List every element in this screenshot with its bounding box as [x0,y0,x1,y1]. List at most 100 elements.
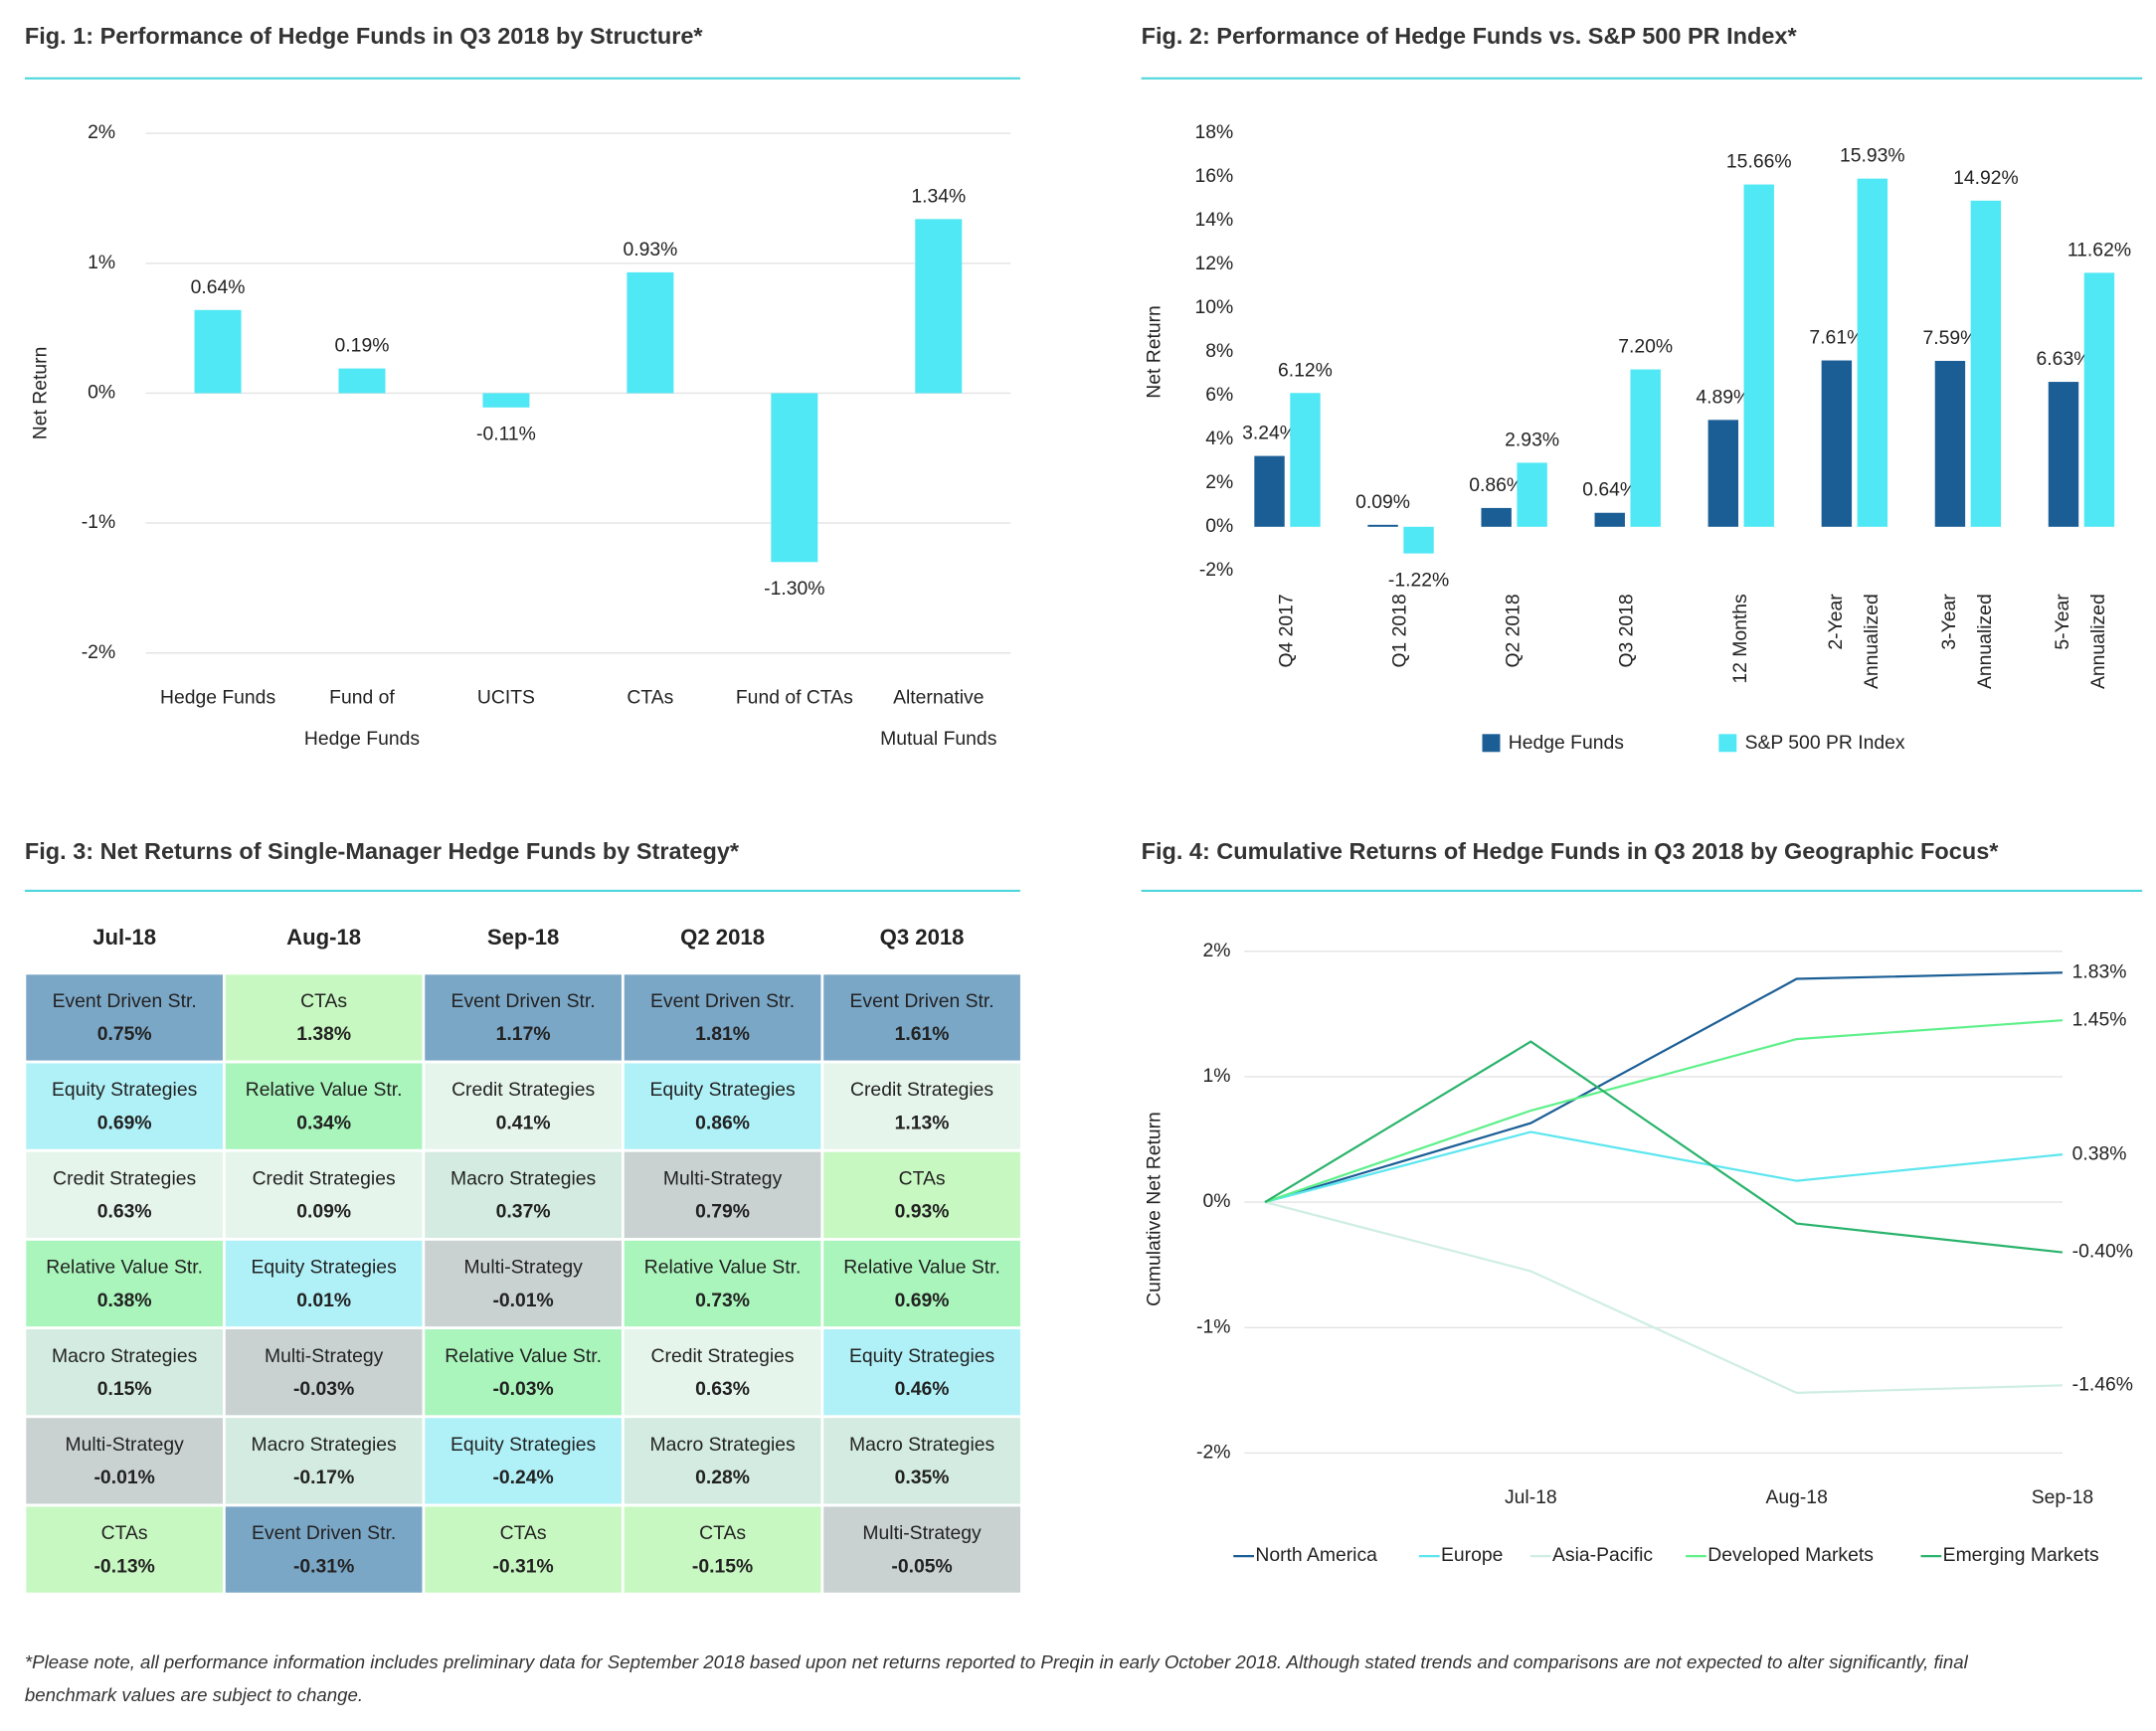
column-header: Q3 2018 [880,925,965,950]
cell-value: 0.69% [895,1290,950,1311]
table-cell [621,1503,824,1596]
cell-strategy: Macro Strategies [52,1345,197,1367]
cell-value: 0.93% [895,1201,950,1223]
table-cell [223,1238,426,1329]
table-cell [223,971,426,1064]
bar [1290,393,1321,527]
y-tick-label: 10% [1195,296,1234,318]
cell-strategy: Event Driven Str. [451,990,596,1012]
cell-value: -0.03% [293,1378,354,1400]
legend-label: S&P 500 PR Index [1745,732,1905,754]
legend-label: Hedge Funds [1509,732,1624,754]
bar [627,271,674,394]
value-label: 0.64% [1582,479,1637,501]
cell-strategy: Equity Strategies [450,1434,596,1456]
value-label: 1.45% [2072,1008,2127,1030]
cell-strategy: Relative Value Str. [445,1345,602,1367]
value-label: 0.93% [623,239,677,260]
value-label: 6.63% [2037,348,2091,370]
table-cell [621,971,824,1064]
cell-strategy: CTAs [699,1522,746,1544]
table-cell [621,1326,824,1419]
footnote: *Please note, all performance informatio… [25,1651,1969,1672]
value-label: 1.83% [2072,960,2127,982]
table-cell [820,1503,1023,1596]
value-label: 0.19% [335,335,390,357]
cell-strategy: Credit Strategies [253,1167,396,1189]
table-cell [621,1060,824,1152]
x-tick-label: 5-Year Annualized [2052,594,2109,689]
table-cell [223,1326,426,1419]
value-label: 7.61% [1809,327,1864,349]
y-axis-label: Cumulative Net Return [1144,1112,1166,1306]
y-tick-label: 2% [1203,940,1231,961]
table-cell [621,1238,824,1329]
legend-label: Emerging Markets [1943,1544,2099,1566]
cell-value: 0.34% [296,1112,351,1133]
y-tick-label: -2% [1196,1442,1230,1464]
y-tick-label: -2% [1199,559,1233,581]
bar [1857,178,1888,527]
line [1264,1130,2064,1204]
cell-value: 0.46% [895,1378,950,1400]
bar [2048,382,2079,527]
cell-value: -0.01% [94,1467,155,1488]
legend-label: Europe [1441,1544,1503,1566]
bar [1934,360,1966,527]
cell-value: 1.13% [895,1112,950,1133]
bar [194,309,242,394]
x-tick-label: Hedge Funds [160,686,275,708]
cell-value: 1.61% [895,1023,950,1045]
x-tick-label: Q2 2018 [1503,594,1525,667]
bar [1517,462,1547,527]
y-tick-label: 8% [1205,340,1233,362]
x-tick-label: Sep-18 [2032,1486,2093,1508]
table-cell [23,1238,226,1329]
table-cell [23,971,226,1064]
x-tick-label: 12 Months [1729,594,1751,683]
value-label: -1.30% [764,578,824,600]
value-label: 0.09% [1355,491,1410,513]
table-cell [621,1148,824,1241]
x-tick-label: CTAs [627,686,673,708]
cell-strategy: Event Driven Str. [53,990,197,1012]
value-label: 4.89% [1696,386,1750,408]
value-label: -0.11% [476,424,536,445]
value-label: 15.93% [1840,145,1905,167]
cell-strategy: Relative Value Str. [644,1257,802,1279]
cell-value: -0.31% [492,1555,553,1577]
cell-value: -0.13% [94,1555,155,1577]
cell-value: 0.35% [895,1467,950,1488]
cell-strategy: Relative Value Str. [246,1079,403,1101]
cell-strategy: Macro Strategies [649,1434,795,1456]
y-tick-label: 18% [1195,121,1234,143]
column-header: Jul-18 [92,925,156,950]
cell-strategy: Credit Strategies [53,1167,196,1189]
cell-strategy: Relative Value Str. [46,1257,203,1279]
value-label: 1.34% [911,185,966,207]
y-tick-label: 0% [1203,1190,1231,1212]
value-label: 7.20% [1618,336,1673,358]
cell-value: 1.81% [695,1023,750,1045]
chart-title: Fig. 2: Performance of Hedge Funds vs. S… [1142,23,1798,49]
bar [1594,512,1625,527]
cell-value: 0.01% [296,1290,351,1311]
x-tick-label: Fund of CTAs [736,686,853,708]
table-cell [223,1148,426,1241]
table-cell [422,971,625,1064]
bar [338,368,386,394]
cell-value: 0.86% [695,1112,750,1133]
cell-value: 0.37% [496,1201,551,1223]
value-label: 0.64% [191,276,246,298]
y-axis-label: Net Return [30,347,52,440]
x-tick-label: Q3 2018 [1616,594,1638,667]
bar [915,219,963,394]
cell-strategy: Multi-Strategy [862,1522,982,1544]
y-tick-label: -1% [1196,1315,1230,1337]
bar [1481,507,1512,527]
cell-strategy: Multi-Strategy [663,1167,783,1189]
cell-strategy: CTAs [899,1167,946,1189]
cell-value: 0.09% [296,1201,351,1223]
x-tick-label: Alternative Mutual Funds [880,686,996,749]
cell-value: 0.79% [695,1201,750,1223]
